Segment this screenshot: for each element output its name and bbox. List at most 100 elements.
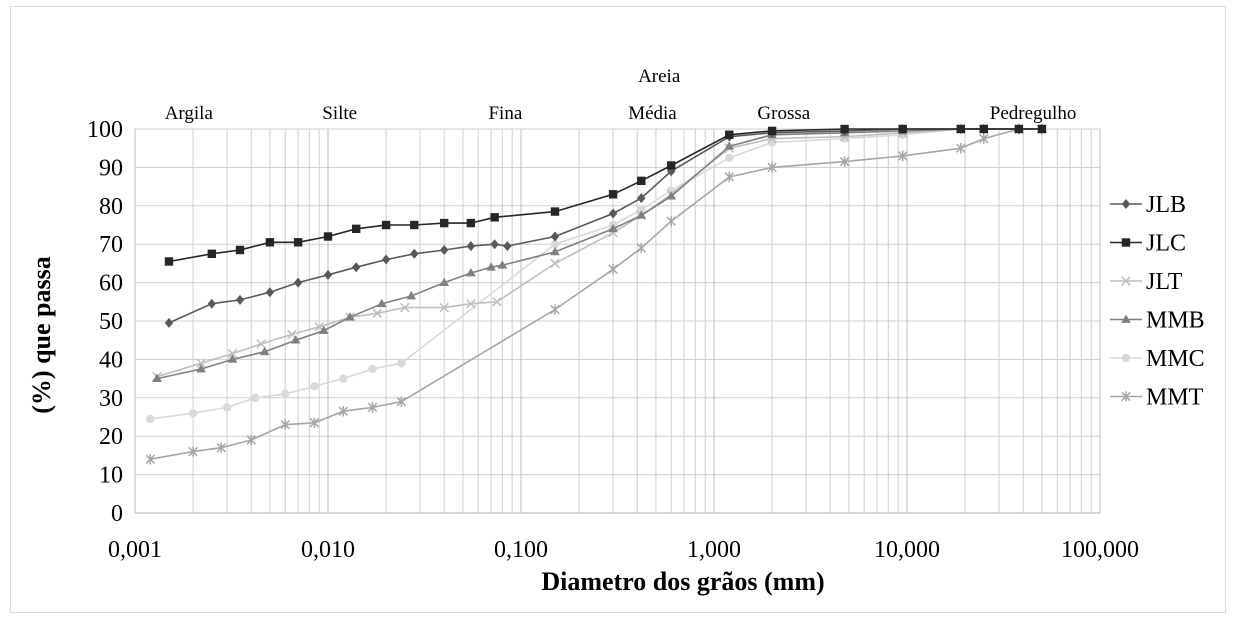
data-point	[376, 298, 387, 308]
legend-label: JLB	[1146, 192, 1186, 218]
x-tick-label: 0,001	[108, 537, 162, 563]
zone-label: Grossa	[757, 103, 810, 124]
legend-label: JLC	[1146, 231, 1186, 257]
legend-label: MMC	[1146, 346, 1205, 372]
legend-item: MMC	[1110, 346, 1205, 372]
y-tick-label: 80	[99, 194, 123, 220]
data-point	[309, 417, 320, 428]
x-tick-label: 0,010	[301, 537, 355, 563]
data-point	[608, 263, 618, 275]
data-point	[550, 258, 560, 269]
y-tick-label: 60	[99, 271, 123, 297]
data-point	[251, 393, 260, 402]
series-line	[168, 128, 1042, 263]
data-point	[164, 317, 174, 328]
data-point	[724, 141, 735, 150]
data-point	[490, 213, 499, 222]
data-point	[840, 124, 849, 134]
data-point	[550, 231, 560, 242]
zone-labels: Argila Silte Fina Areia Média Grossa Pedregulh…	[165, 66, 1077, 124]
data-point	[345, 312, 355, 321]
data-point	[492, 297, 502, 307]
data-point	[956, 143, 966, 154]
data-point	[636, 242, 647, 254]
data-point	[724, 171, 735, 183]
series-line	[156, 128, 1042, 380]
data-point	[280, 419, 290, 430]
data-point	[410, 220, 419, 230]
y-tick-label: 90	[99, 155, 123, 181]
zone-label: Pedregulho	[990, 103, 1077, 124]
data-point	[188, 408, 198, 418]
data-point	[246, 434, 256, 446]
data-point	[979, 133, 989, 144]
data-point	[550, 240, 560, 249]
zone-label: Areia	[638, 66, 681, 87]
data-point	[196, 364, 206, 373]
data-point	[1037, 124, 1047, 134]
data-point	[152, 373, 162, 382]
data-point	[290, 335, 301, 344]
y-tick-label: 50	[99, 309, 123, 335]
data-point	[216, 442, 227, 453]
data-point	[666, 161, 676, 170]
data-point	[439, 302, 449, 313]
data-point	[637, 205, 646, 214]
data-point	[666, 191, 676, 200]
data-point	[466, 268, 476, 277]
y-tick-label: 30	[99, 386, 123, 412]
data-point	[439, 218, 449, 228]
data-point	[235, 294, 245, 305]
y-tick-label: 70	[99, 232, 123, 258]
axes: 0 10 20 30 40 50 60 70 80 90 100 0,001 0,010 0,100 1,0…	[87, 117, 1139, 563]
data-point	[372, 308, 383, 319]
data-point	[608, 208, 618, 219]
data-point	[381, 220, 391, 230]
data-point	[637, 193, 646, 204]
data-point	[486, 262, 496, 271]
y-tick-label: 20	[99, 424, 123, 450]
data-point	[979, 124, 989, 134]
legend-label: MMT	[1146, 385, 1204, 411]
data-point	[265, 287, 275, 298]
data-point	[368, 364, 377, 374]
data-point	[352, 224, 361, 234]
data-point	[207, 249, 217, 258]
data-point	[1121, 391, 1131, 402]
data-point	[897, 150, 908, 162]
data-point	[439, 244, 449, 255]
data-point	[164, 257, 174, 266]
data-point	[1014, 124, 1024, 134]
data-point	[550, 246, 560, 256]
data-point	[1121, 353, 1131, 363]
data-point	[1121, 199, 1131, 209]
legend-item: MMT	[1110, 385, 1204, 411]
data-point	[188, 446, 198, 457]
y-tick-label: 40	[99, 347, 123, 373]
data-point	[725, 153, 734, 162]
data-point	[293, 238, 303, 247]
data-point	[222, 403, 232, 412]
series-mmc	[146, 124, 1047, 424]
data-point	[323, 269, 333, 280]
data-point	[310, 382, 319, 391]
data-point	[227, 354, 238, 363]
y-tick-label: 0	[111, 501, 123, 527]
data-point	[439, 277, 449, 286]
zone-label: Silte	[322, 103, 357, 124]
data-point	[352, 262, 361, 273]
data-point	[235, 245, 245, 255]
legend-item: MMB	[1110, 308, 1205, 334]
series-line	[156, 128, 1042, 378]
data-point	[397, 359, 406, 368]
series-mmb	[152, 124, 1047, 382]
legend-item: JLB	[1110, 192, 1186, 218]
series-jlc	[164, 124, 1047, 266]
data-point	[339, 374, 348, 383]
series-mmt	[145, 123, 1047, 465]
data-point	[400, 302, 410, 313]
data-point	[256, 339, 266, 349]
x-tick-label: 1,000	[687, 537, 741, 563]
series-jlt	[152, 124, 1047, 382]
